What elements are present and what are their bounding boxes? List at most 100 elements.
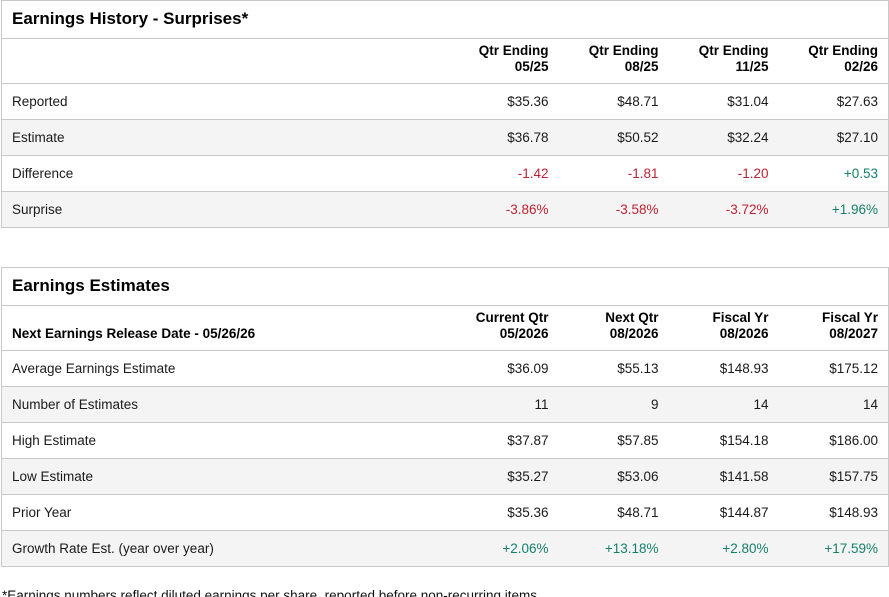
- column-header-line1: Fiscal Yr: [821, 310, 879, 325]
- column-header: Qtr Ending 05/25: [449, 39, 559, 84]
- column-header-line2: 08/25: [624, 59, 659, 74]
- table-row: Estimate $36.78 $50.52 $32.24 $27.10: [1, 119, 889, 156]
- column-header-row: Next Earnings Release Date - 05/26/26 Cu…: [1, 306, 889, 351]
- cell-value: $35.36: [507, 505, 549, 520]
- cell-value: $35.27: [507, 469, 549, 484]
- cell-value: $27.10: [836, 130, 878, 145]
- cell-value: $37.87: [507, 433, 549, 448]
- table-row: Reported $35.36 $48.71 $31.04 $27.63: [1, 84, 889, 120]
- column-header: Qtr Ending 08/25: [559, 39, 669, 84]
- cell-value: $32.24: [727, 130, 769, 145]
- cell-value: -3.72%: [725, 202, 769, 217]
- column-header: Fiscal Yr 08/2026: [669, 306, 779, 351]
- cell-value: $144.87: [719, 505, 769, 520]
- column-header-line2: 02/26: [844, 59, 878, 74]
- cell-value: -1.81: [627, 166, 659, 181]
- row-label: Prior Year: [12, 505, 72, 520]
- cell-value: +13.18%: [604, 541, 659, 556]
- cell-value: $53.06: [617, 469, 659, 484]
- cell-value: $35.36: [507, 94, 549, 109]
- cell-value: $175.12: [829, 361, 879, 376]
- row-label: Number of Estimates: [12, 397, 139, 412]
- cell-value: 11: [534, 397, 549, 412]
- cell-value: +1.96%: [831, 202, 878, 217]
- table-row: Prior Year $35.36 $48.71 $144.87 $148.93: [1, 495, 889, 531]
- earnings-estimates-table: Earnings Estimates Next Earnings Release…: [1, 267, 889, 567]
- column-header: Current Qtr 05/2026: [449, 306, 559, 351]
- row-label: High Estimate: [12, 433, 97, 448]
- column-header-line1: Next Qtr: [605, 310, 659, 325]
- table-title: Earnings History - Surprises*: [12, 9, 249, 28]
- column-header-label: [2, 39, 449, 84]
- table-title: Earnings Estimates: [12, 276, 170, 295]
- column-header-line2: 08/2026: [719, 326, 769, 341]
- cell-value: $36.09: [507, 361, 549, 376]
- column-header: Next Qtr 08/2026: [559, 306, 669, 351]
- column-header: Fiscal Yr 08/2027: [779, 306, 889, 351]
- cell-value: $148.93: [829, 505, 879, 520]
- column-header-line1: Qtr Ending: [808, 43, 878, 58]
- table-row: High Estimate $37.87 $57.85 $154.18 $186.00: [1, 423, 889, 459]
- earnings-history-section: Earnings History - Surprises* Qtr Ending…: [0, 0, 889, 228]
- column-header-line1: Qtr Ending: [478, 43, 549, 58]
- cell-value: $186.00: [829, 433, 879, 448]
- cell-value: $154.18: [719, 433, 769, 448]
- cell-value: -1.20: [737, 166, 769, 181]
- table-body: Reported $35.36 $48.71 $31.04 $27.63 Estimate…: [1, 84, 889, 228]
- column-header-row: Qtr Ending 05/25 Qtr Ending 08/25 Qtr Ending…: [1, 39, 889, 84]
- earnings-estimates-section: Earnings Estimates Next Earnings Release…: [0, 267, 889, 567]
- cell-value: $157.75: [829, 469, 879, 484]
- cell-value: 9: [650, 397, 659, 412]
- cell-value: -3.86%: [505, 202, 549, 217]
- column-header-line1: Qtr Ending: [588, 43, 659, 58]
- footnote: *Earnings numbers reflect diluted earnin…: [2, 588, 541, 597]
- row-label: Difference: [12, 166, 74, 181]
- cell-value: $31.04: [727, 94, 769, 109]
- table-row: Number of Estimates 11 9 14 14: [1, 386, 889, 423]
- cell-value: +2.06%: [502, 541, 549, 556]
- cell-value: $55.13: [617, 361, 659, 376]
- cell-value: 14: [753, 397, 769, 412]
- table-row: Low Estimate $35.27 $53.06 $141.58 $157.75: [1, 458, 889, 495]
- cell-value: $50.52: [617, 130, 659, 145]
- column-header-line1: Qtr Ending: [698, 43, 769, 58]
- row-label: Surprise: [12, 202, 63, 217]
- column-header-label: Next Earnings Release Date - 05/26/26: [12, 326, 256, 341]
- column-header-line2: 05/2026: [499, 326, 549, 341]
- table-title-row: Earnings Estimates: [1, 268, 889, 306]
- cell-value: $148.93: [719, 361, 769, 376]
- column-header-line2: 05/25: [514, 59, 549, 74]
- column-header-line2: 08/2026: [609, 326, 659, 341]
- column-header: Qtr Ending 11/25: [669, 39, 779, 84]
- column-header-line1: Current Qtr: [475, 310, 549, 325]
- earnings-history-table: Earnings History - Surprises* Qtr Ending…: [1, 0, 889, 228]
- cell-value: $27.63: [836, 94, 878, 109]
- table-body: Average Earnings Estimate $36.09 $55.13 $14…: [1, 351, 889, 567]
- cell-value: $36.78: [507, 130, 549, 145]
- cell-value: -1.42: [517, 166, 549, 181]
- cell-value: $141.58: [719, 469, 769, 484]
- row-label: Reported: [12, 94, 68, 109]
- cell-value: +0.53: [843, 166, 878, 181]
- column-header: Qtr Ending 02/26: [779, 39, 889, 84]
- table-row: Difference -1.42 -1.81 -1.20 +0.53: [1, 156, 889, 192]
- cell-value: +17.59%: [824, 541, 879, 556]
- table-row: Average Earnings Estimate $36.09 $55.13 $14…: [1, 351, 889, 387]
- row-label: Average Earnings Estimate: [12, 361, 176, 376]
- table-title-row: Earnings History - Surprises*: [1, 1, 889, 39]
- column-header-line2: 08/2027: [829, 326, 879, 341]
- cell-value: $57.85: [617, 433, 659, 448]
- column-header-line2: 11/25: [735, 59, 769, 74]
- column-header-line1: Fiscal Yr: [712, 310, 769, 325]
- cell-value: -3.58%: [615, 202, 659, 217]
- table-row: Surprise -3.86% -3.58% -3.72% +1.96%: [1, 191, 889, 228]
- cell-value: $48.71: [617, 94, 659, 109]
- row-label: Low Estimate: [12, 469, 94, 484]
- cell-value: +2.80%: [722, 541, 769, 556]
- row-label: Growth Rate Est. (year over year): [12, 541, 214, 556]
- row-label: Estimate: [12, 130, 65, 145]
- cell-value: 14: [863, 397, 879, 412]
- table-row: Growth Rate Est. (year over year) +2.06% +…: [1, 530, 889, 567]
- cell-value: $48.71: [617, 505, 659, 520]
